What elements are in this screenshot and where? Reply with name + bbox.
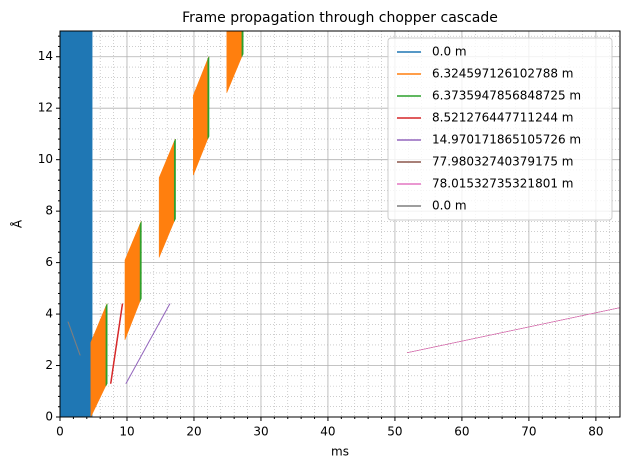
x-tick-label: 50 [387, 425, 402, 439]
frame-polygon [173, 138, 176, 222]
y-tick-label: 10 [38, 152, 53, 166]
frame-polygon [67, 321, 81, 356]
legend-label: 6.3735947856848725 m [432, 89, 581, 103]
frame-polygon [90, 303, 108, 417]
y-tick-label: 12 [38, 101, 53, 115]
frame-polygon [407, 307, 620, 353]
y-tick-label: 0 [45, 410, 53, 424]
x-tick-label: 70 [521, 425, 536, 439]
axes-frame [59, 30, 621, 418]
x-tick-label: 60 [454, 425, 469, 439]
legend-label: 78.01532735321801 m [432, 177, 573, 191]
y-tick-label: 8 [45, 204, 53, 218]
frame-polygon [125, 303, 171, 384]
legend-label: 8.521276447711244 m [432, 111, 573, 125]
frame-polygon [406, 307, 620, 353]
x-tick-label: 30 [253, 425, 268, 439]
legend-label: 14.970171865105726 m [432, 133, 581, 147]
y-tick-label: 2 [45, 358, 53, 372]
legend-label: 77.98032740379175 m [432, 155, 573, 169]
chart-title: Frame propagation through chopper cascad… [182, 10, 498, 26]
frame-polygon [193, 56, 209, 176]
frame-polygon [207, 56, 210, 140]
frame-polygon [105, 303, 108, 387]
x-tick-label: 80 [588, 425, 603, 439]
x-tick-label: 0 [56, 425, 64, 439]
legend-label: 0.0 m [432, 199, 467, 213]
frame-polygon [226, 31, 244, 93]
frame-polygon [139, 221, 142, 302]
legend-label: 6.324597126102788 m [432, 67, 573, 81]
frame-polygon [241, 31, 244, 57]
frame-polygon [60, 31, 93, 417]
frame-polygon [124, 221, 142, 340]
y-tick-label: 14 [38, 49, 53, 63]
x-tick-label: 20 [186, 425, 201, 439]
frame-polygon [158, 138, 176, 258]
y-tick-label: 4 [45, 307, 53, 321]
y-tick-label: 6 [45, 255, 53, 269]
legend-label: 0.0 m [432, 45, 467, 59]
frame-polygon [109, 303, 124, 384]
plot-area [60, 31, 620, 417]
axes: 0 10 20 30 40 50 60 70 80 0 2 4 6 8 10 12 14 [38, 35, 610, 439]
x-axis-label: ms [331, 445, 349, 459]
x-tick-label: 40 [320, 425, 335, 439]
y-axis-label: Å [10, 219, 25, 228]
x-tick-label: 10 [119, 425, 134, 439]
legend-box [387, 37, 613, 221]
legend: 0.0 m 6.324597126102788 m 6.37359478568487… [387, 37, 613, 221]
